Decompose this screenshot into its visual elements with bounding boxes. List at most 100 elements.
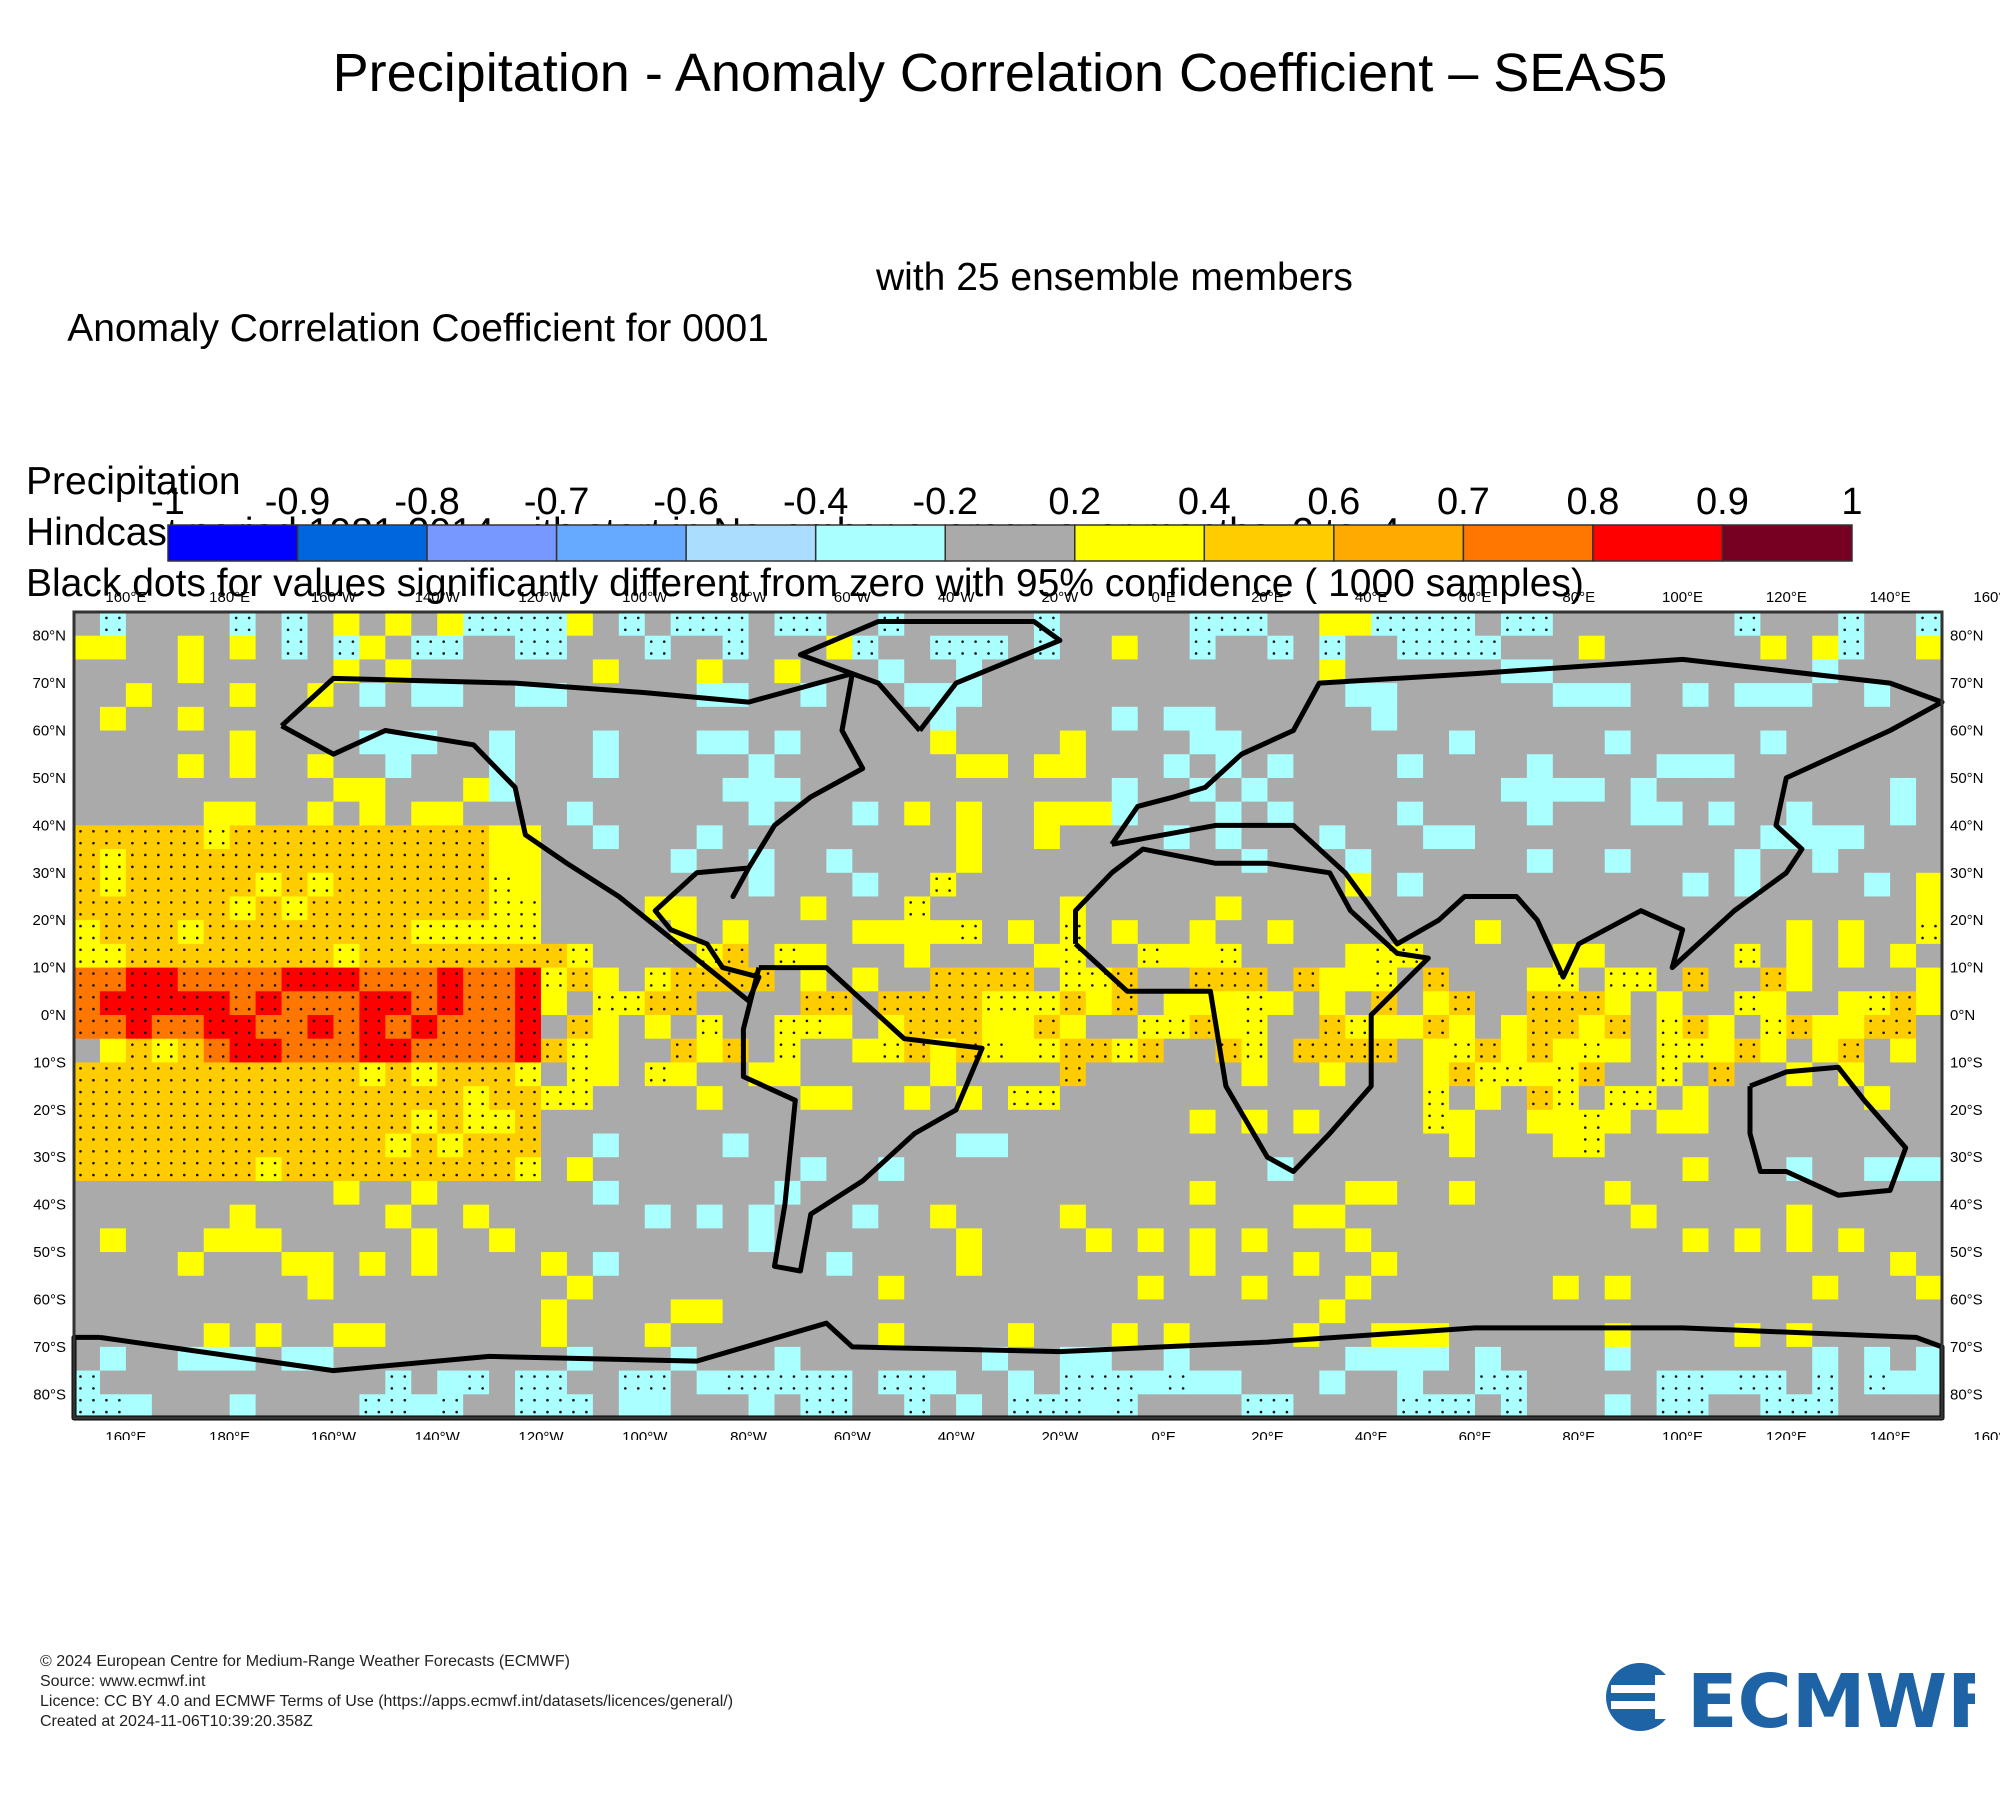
significance-dot bbox=[195, 1150, 199, 1153]
significance-dot bbox=[1493, 1078, 1496, 1082]
map-cell bbox=[177, 943, 205, 969]
significance-dot bbox=[1272, 1398, 1276, 1402]
map-cell bbox=[1812, 1204, 1839, 1229]
map-cell bbox=[1604, 801, 1632, 826]
significance-dot bbox=[1609, 984, 1613, 987]
map-cell bbox=[1189, 754, 1217, 779]
significance-dot bbox=[312, 1102, 316, 1106]
map-cell bbox=[696, 991, 724, 1016]
significance-dot bbox=[909, 1019, 913, 1023]
map-cell bbox=[1137, 1038, 1165, 1064]
map-cell bbox=[541, 1370, 568, 1395]
map-cell bbox=[1163, 896, 1191, 921]
map-cell bbox=[852, 1228, 879, 1253]
map-cell bbox=[1423, 777, 1450, 803]
significance-dot bbox=[429, 948, 433, 952]
significance-dot bbox=[286, 1043, 290, 1046]
significance-dot bbox=[468, 936, 471, 940]
map-cell bbox=[696, 1394, 724, 1419]
map-cell bbox=[1215, 1275, 1243, 1301]
map-cell bbox=[852, 920, 879, 945]
significance-dot bbox=[416, 1161, 420, 1165]
map-cell bbox=[618, 612, 646, 637]
significance-dot bbox=[533, 616, 536, 620]
significance-dot bbox=[338, 1055, 342, 1058]
map-cell bbox=[411, 1252, 438, 1277]
map-cell bbox=[1656, 730, 1684, 755]
significance-dot bbox=[909, 912, 913, 916]
map-cell bbox=[1319, 1157, 1346, 1182]
map-cell bbox=[1475, 754, 1502, 779]
map-cell bbox=[1812, 991, 1839, 1016]
map-cell bbox=[722, 1228, 750, 1253]
map-cell bbox=[644, 1323, 672, 1348]
map-cell bbox=[463, 1299, 490, 1324]
significance-dot bbox=[961, 936, 964, 940]
map-cell bbox=[1604, 1346, 1632, 1372]
map-cell bbox=[1111, 1275, 1139, 1301]
significance-dot bbox=[118, 1078, 121, 1082]
significance-dot bbox=[1402, 960, 1405, 963]
map-cell bbox=[1345, 1228, 1372, 1253]
map-cell bbox=[878, 1275, 905, 1301]
map-cell bbox=[748, 1299, 776, 1324]
significance-dot bbox=[390, 995, 394, 999]
significance-dot bbox=[312, 1173, 316, 1177]
map-cell bbox=[359, 825, 386, 850]
significance-dot bbox=[377, 1067, 381, 1070]
map-cell bbox=[307, 991, 335, 1016]
map-cell bbox=[1500, 1109, 1528, 1135]
significance-dot bbox=[157, 1055, 160, 1058]
map-cell bbox=[1293, 1323, 1320, 1348]
significance-dot bbox=[247, 995, 251, 999]
significance-dot bbox=[494, 1150, 497, 1153]
map-cell bbox=[177, 920, 205, 945]
map-cell bbox=[1033, 730, 1061, 755]
map-cell bbox=[1371, 730, 1398, 755]
significance-dot bbox=[935, 640, 938, 643]
map-cell bbox=[255, 849, 283, 874]
significance-dot bbox=[299, 1078, 303, 1082]
significance-dot bbox=[1168, 1031, 1172, 1035]
map-cell bbox=[774, 1109, 802, 1135]
map-cell bbox=[566, 1086, 594, 1111]
significance-dot bbox=[403, 829, 407, 833]
map-cell bbox=[644, 706, 672, 732]
map-cell bbox=[1137, 1370, 1165, 1395]
map-cell bbox=[1319, 967, 1346, 992]
significance-dot bbox=[520, 1114, 523, 1118]
map-cell bbox=[800, 1275, 827, 1301]
map-cell bbox=[1760, 967, 1787, 992]
significance-dot bbox=[131, 912, 134, 916]
significance-dot bbox=[1635, 1090, 1639, 1094]
map-cell bbox=[489, 1394, 516, 1419]
significance-dot bbox=[286, 1019, 290, 1023]
significance-dot bbox=[157, 1007, 160, 1011]
map-cell bbox=[1604, 730, 1632, 755]
significance-dot bbox=[1609, 1019, 1613, 1023]
map-cell bbox=[1345, 1394, 1372, 1419]
significance-dot bbox=[559, 1387, 562, 1390]
map-cell bbox=[1423, 754, 1450, 779]
significance-dot bbox=[157, 1138, 160, 1141]
map-cell bbox=[1475, 920, 1502, 945]
map-cell bbox=[229, 1109, 257, 1135]
significance-dot bbox=[364, 912, 368, 916]
map-cell bbox=[1111, 1394, 1139, 1419]
map-cell bbox=[878, 1394, 905, 1419]
significance-dot bbox=[468, 889, 471, 892]
map-cell bbox=[618, 967, 646, 992]
significance-dot bbox=[1194, 972, 1198, 975]
significance-dot bbox=[805, 1007, 809, 1011]
significance-dot bbox=[701, 628, 705, 632]
significance-dot bbox=[1596, 1067, 1600, 1070]
map-cell bbox=[203, 1133, 231, 1158]
map-cell bbox=[1656, 849, 1684, 874]
significance-dot bbox=[481, 889, 484, 892]
map-cell bbox=[74, 1062, 101, 1087]
map-cell bbox=[1864, 1038, 1891, 1064]
map-cell bbox=[463, 1157, 490, 1182]
significance-dot bbox=[468, 1043, 471, 1046]
significance-dot bbox=[247, 984, 251, 987]
significance-dot bbox=[1454, 640, 1457, 643]
